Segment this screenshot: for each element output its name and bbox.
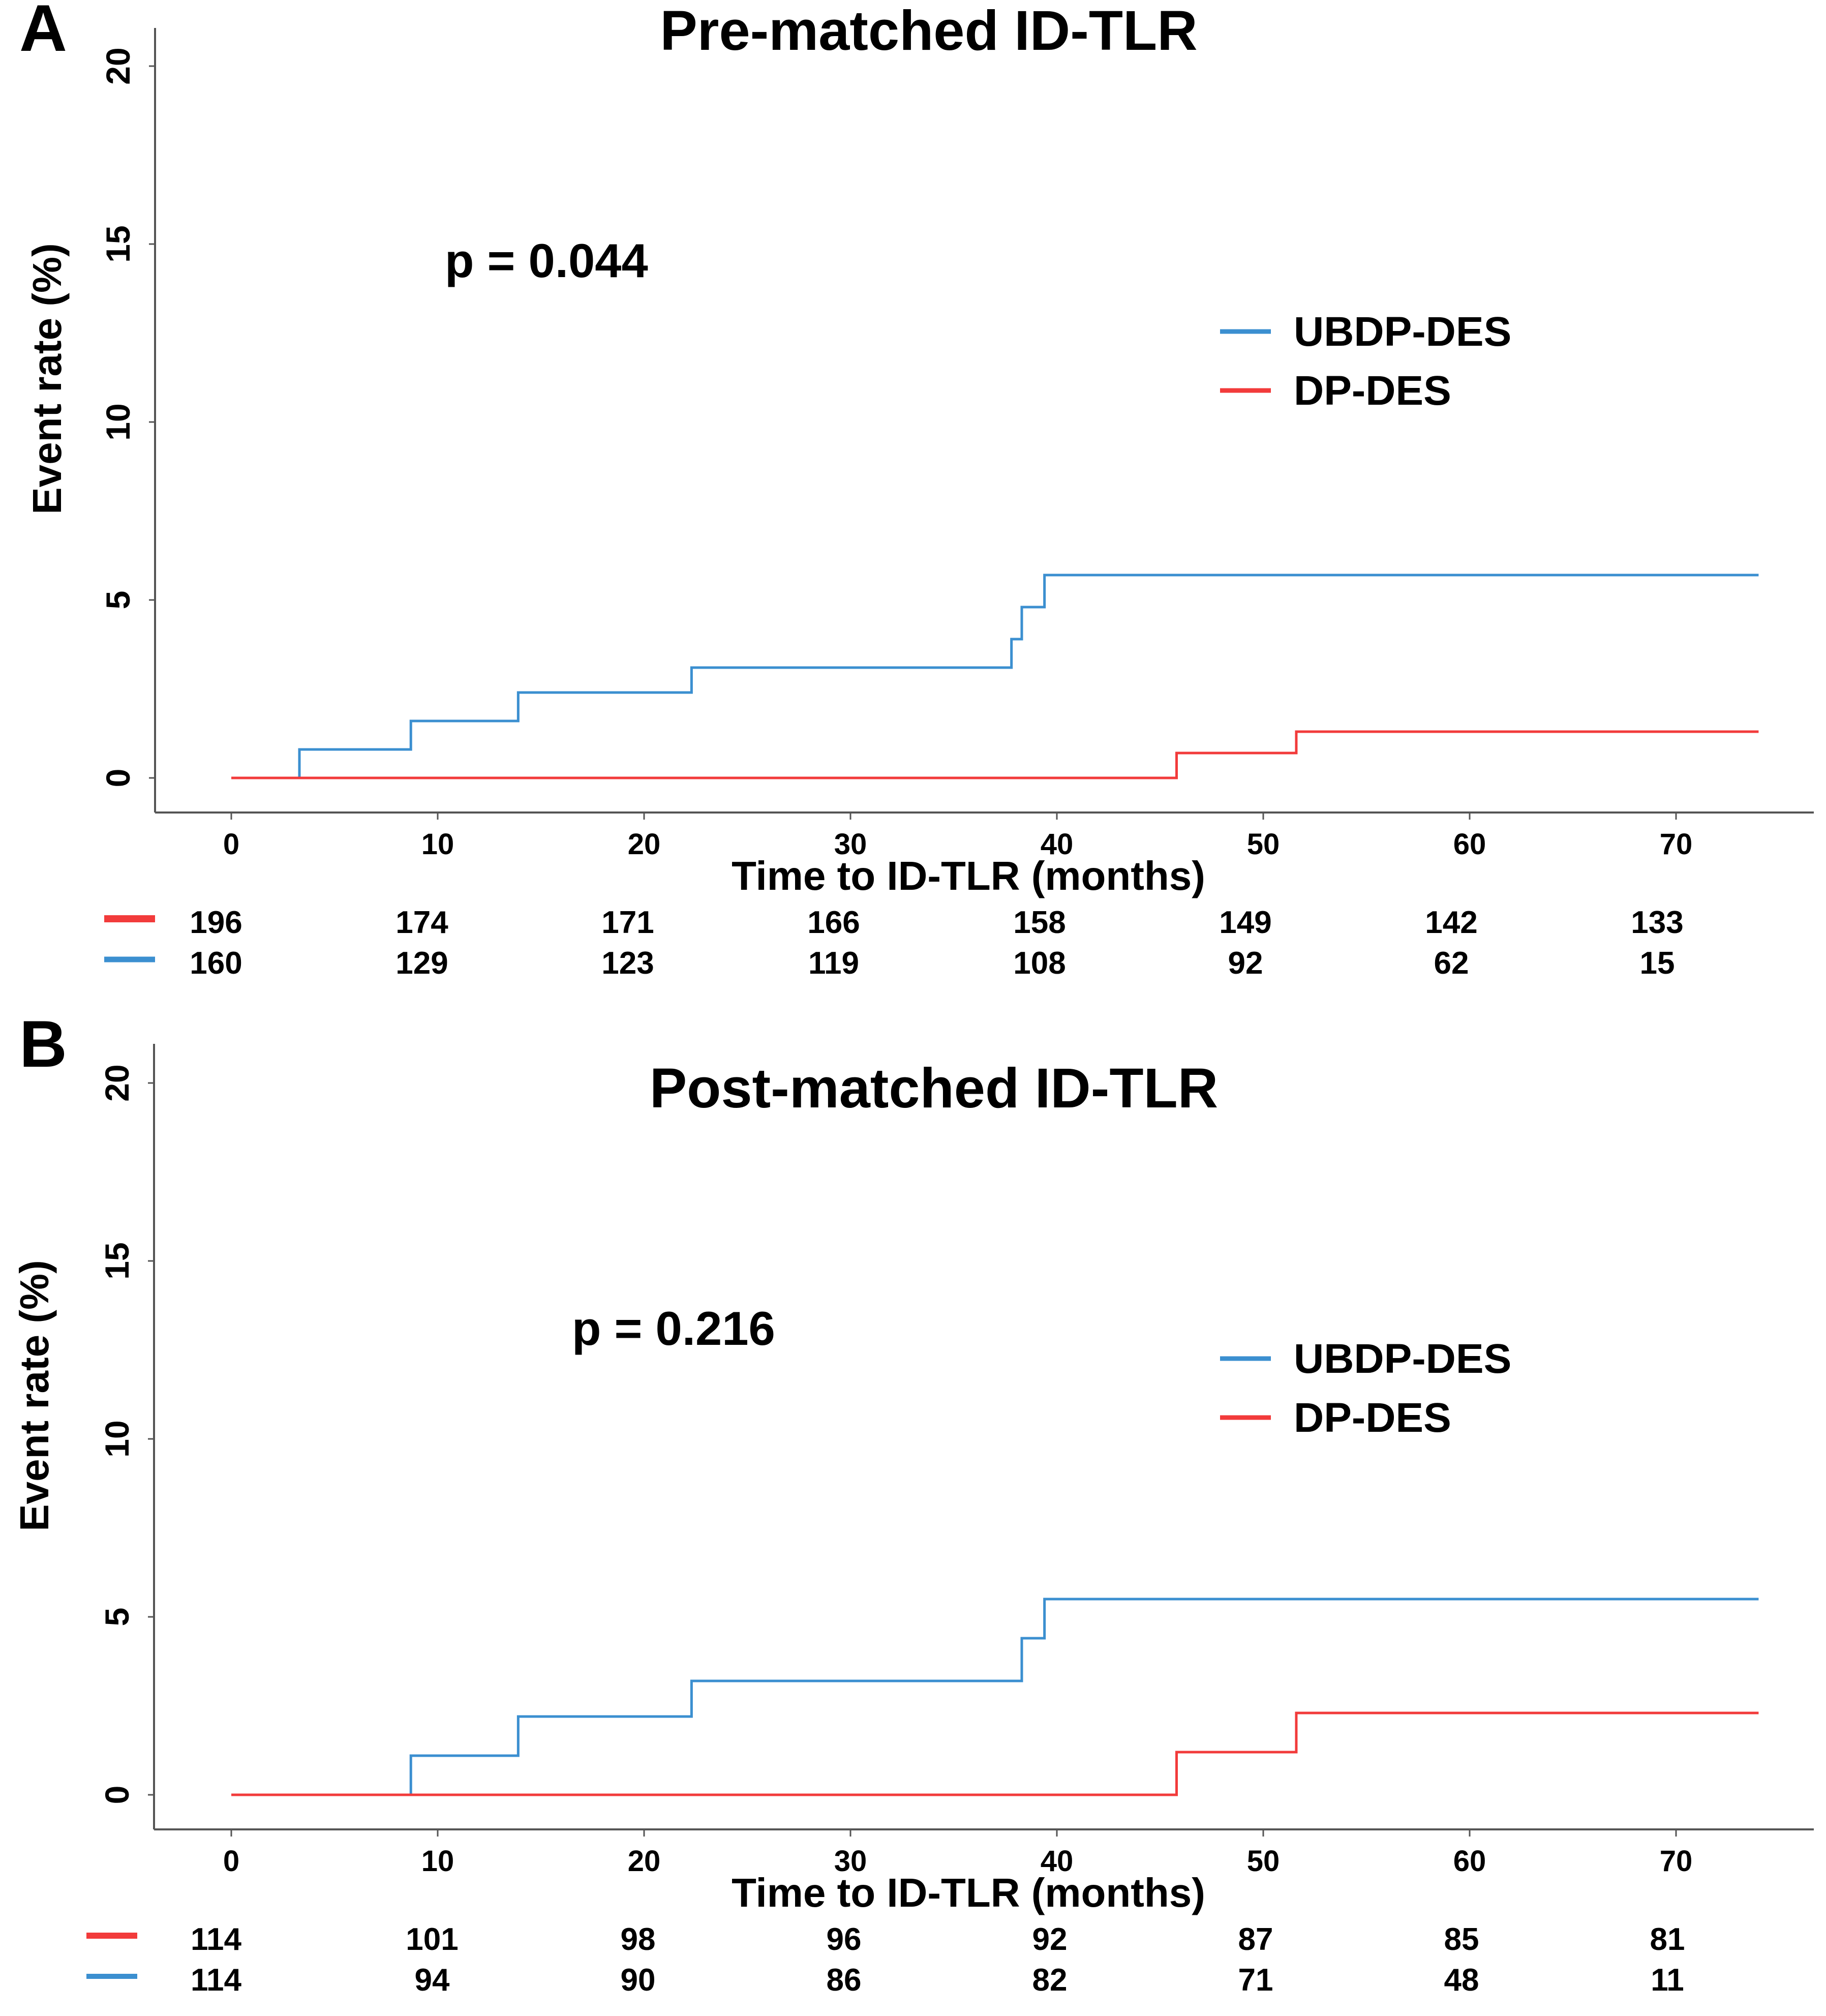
risk-table-value: 98 — [621, 1922, 656, 1957]
risk-table-value: 90 — [621, 1963, 656, 1998]
risk-table-value: 129 — [395, 946, 448, 981]
legend-label: DP-DES — [1294, 368, 1451, 414]
risk-table-value: 123 — [601, 946, 654, 981]
x-tick-label: 10 — [421, 1845, 454, 1878]
x-tick-label: 10 — [421, 828, 454, 861]
y-tick-label: 10 — [99, 403, 137, 440]
x-tick-label: 70 — [1660, 828, 1693, 861]
series-line-ubdp-des — [231, 574, 1759, 779]
x-tick-label: 60 — [1453, 828, 1486, 861]
p-value-annotation: p = 0.044 — [445, 234, 648, 287]
risk-table-value: 108 — [1013, 946, 1066, 981]
x-tick-label: 0 — [223, 1845, 239, 1878]
risk-table-value: 149 — [1219, 905, 1271, 940]
chart-title: Pre-matched ID-TLR — [660, 0, 1197, 62]
risk-table-value: 11 — [1651, 1963, 1684, 1998]
x-tick-label: 40 — [1041, 828, 1074, 861]
x-tick-label: 50 — [1247, 828, 1280, 861]
risk-table-value: 101 — [406, 1922, 458, 1957]
y-tick-label: 15 — [98, 1242, 136, 1279]
chart-panel-b: B Post-matched ID-TLR 0 5 10 15 20 Event rate (… — [12, 1007, 1814, 1998]
series-line-dp-des — [231, 730, 1759, 779]
risk-table-value: 133 — [1631, 905, 1683, 940]
y-axis-label: Event rate (%) — [24, 243, 70, 514]
risk-table-value: 158 — [1013, 905, 1066, 940]
x-tick-label: 60 — [1453, 1845, 1486, 1878]
y-tick-label: 0 — [99, 769, 137, 788]
risk-table-value: 160 — [190, 946, 242, 981]
y-tick-label: 20 — [98, 1064, 136, 1101]
risk-table-value: 81 — [1650, 1922, 1685, 1957]
risk-table-value: 114 — [191, 1922, 242, 1957]
x-tick-label: 40 — [1041, 1845, 1074, 1878]
risk-table-value: 71 — [1238, 1963, 1273, 1998]
x-axis-label: Time to ID-TLR (months) — [732, 1870, 1205, 1915]
y-tick-label: 10 — [98, 1420, 136, 1457]
chart-panel-a: A Pre-matched ID-TLR 0 5 10 15 20 Event rate (%… — [19, 0, 1814, 981]
risk-table-value: 62 — [1434, 946, 1469, 981]
legend-label: UBDP-DES — [1294, 309, 1511, 355]
risk-table-value: 196 — [190, 905, 242, 940]
risk-table-value: 82 — [1032, 1963, 1068, 1998]
legend-label: UBDP-DES — [1294, 1336, 1511, 1382]
risk-table-value: 86 — [827, 1963, 862, 1998]
panel-label: B — [19, 1007, 67, 1081]
y-tick-label: 5 — [99, 591, 137, 610]
x-tick-label: 30 — [834, 828, 867, 861]
p-value-annotation: p = 0.216 — [572, 1302, 775, 1355]
series-line-dp-des — [231, 1711, 1759, 1796]
risk-table-value: 92 — [1228, 946, 1263, 981]
legend-label: DP-DES — [1294, 1395, 1451, 1441]
x-axis-label: Time to ID-TLR (months) — [732, 853, 1205, 898]
x-tick-label: 20 — [628, 1845, 661, 1878]
risk-table-value: 142 — [1425, 905, 1477, 940]
x-tick-label: 0 — [223, 828, 239, 861]
y-tick-label: 5 — [98, 1608, 136, 1627]
x-tick-label: 50 — [1247, 1845, 1280, 1878]
risk-table-value: 92 — [1032, 1922, 1068, 1957]
series-line-ubdp-des — [231, 1598, 1759, 1796]
risk-table-value: 87 — [1238, 1922, 1273, 1957]
y-tick-label: 15 — [99, 225, 137, 262]
x-tick-label: 70 — [1660, 1845, 1693, 1878]
y-tick-label: 20 — [99, 47, 137, 84]
chart-title: Post-matched ID-TLR — [650, 1057, 1218, 1120]
risk-table-value: 15 — [1640, 946, 1675, 981]
x-tick-label: 30 — [834, 1845, 867, 1878]
risk-table-value: 85 — [1444, 1922, 1479, 1957]
risk-table-value: 174 — [395, 905, 448, 940]
y-axis-label: Event rate (%) — [12, 1260, 57, 1531]
risk-table-value: 96 — [827, 1922, 862, 1957]
risk-table-value: 119 — [808, 946, 859, 981]
risk-table-value: 114 — [191, 1963, 242, 1998]
risk-table-value: 48 — [1444, 1963, 1479, 1998]
x-tick-label: 20 — [628, 828, 661, 861]
y-tick-label: 0 — [98, 1786, 136, 1804]
risk-table-value: 166 — [807, 905, 860, 940]
panel-label: A — [19, 0, 67, 65]
risk-table-value: 171 — [601, 905, 654, 940]
risk-table-value: 94 — [415, 1963, 450, 1998]
